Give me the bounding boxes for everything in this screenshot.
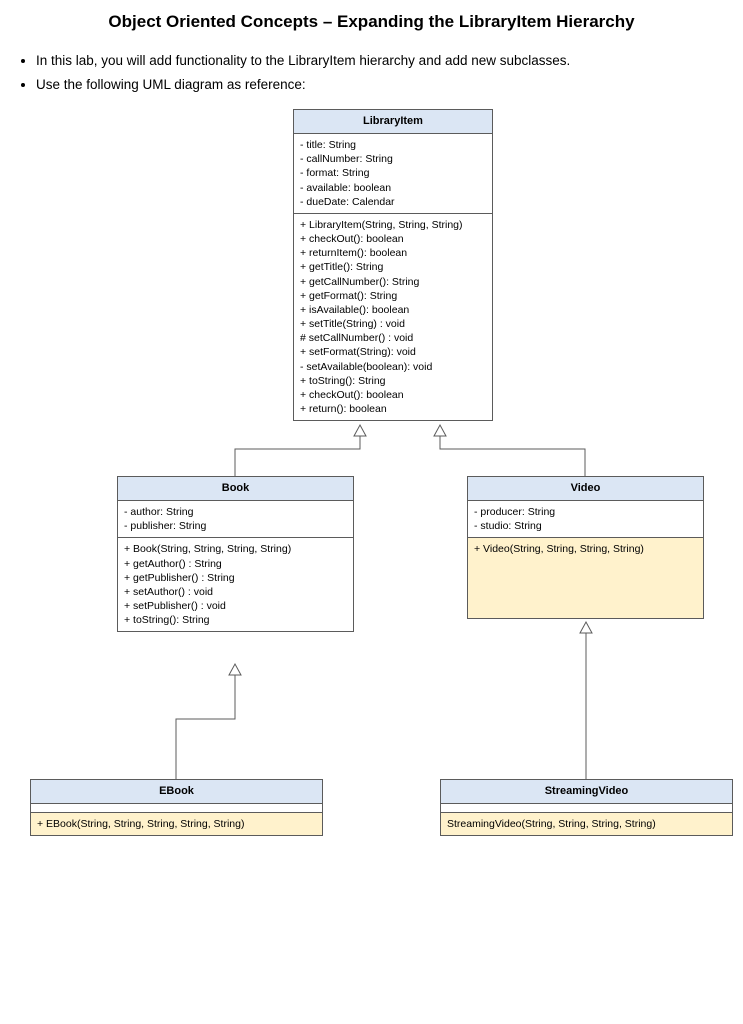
uml-attr: - title: String	[300, 138, 486, 152]
uml-method: + return(): boolean	[300, 402, 486, 416]
uml-method: + LibraryItem(String, String, String)	[300, 218, 486, 232]
uml-method: + getTitle(): String	[300, 260, 486, 274]
uml-attr: - studio: String	[474, 519, 697, 533]
uml-class-video: Video- producer: String- studio: String+…	[467, 476, 704, 619]
uml-inheritance-arrowhead	[434, 425, 446, 436]
uml-class-name: EBook	[31, 780, 322, 804]
uml-methods: + LibraryItem(String, String, String)+ c…	[294, 214, 492, 420]
uml-attr: - available: boolean	[300, 181, 486, 195]
uml-inheritance-arrowhead	[229, 664, 241, 675]
uml-class-name: LibraryItem	[294, 110, 492, 134]
uml-attrs	[441, 804, 732, 813]
uml-inheritance-arrowhead	[354, 425, 366, 436]
uml-diagram: LibraryItem- title: String- callNumber: …	[0, 109, 743, 869]
uml-methods: StreamingVideo(String, String, String, S…	[441, 813, 732, 835]
uml-attr: - author: String	[124, 505, 347, 519]
uml-method: + Book(String, String, String, String)	[124, 542, 347, 556]
uml-attr: - dueDate: Calendar	[300, 195, 486, 209]
uml-attrs	[31, 804, 322, 813]
uml-inheritance-edge	[176, 675, 235, 779]
uml-method: StreamingVideo(String, String, String, S…	[447, 817, 726, 831]
uml-method: + EBook(String, String, String, String, …	[37, 817, 316, 831]
uml-method: + setTitle(String) : void	[300, 317, 486, 331]
uml-method: + getCallNumber(): String	[300, 275, 486, 289]
uml-method: + returnItem(): boolean	[300, 246, 486, 260]
uml-methods: + Video(String, String, String, String)	[468, 538, 703, 618]
uml-class-streamingVideo: StreamingVideo StreamingVideo(String, Str…	[440, 779, 733, 836]
uml-method: + checkOut(): boolean	[300, 388, 486, 402]
uml-method: # setCallNumber() : void	[300, 331, 486, 345]
uml-method: + setPublisher() : void	[124, 599, 347, 613]
uml-method: + checkOut(): boolean	[300, 232, 486, 246]
uml-method: + isAvailable(): boolean	[300, 303, 486, 317]
uml-class-name: Video	[468, 477, 703, 501]
intro-list: In this lab, you will add functionality …	[0, 50, 743, 95]
uml-inheritance-edge	[235, 436, 360, 476]
uml-method: - setAvailable(boolean): void	[300, 360, 486, 374]
uml-attrs: - author: String- publisher: String	[118, 501, 353, 538]
uml-inheritance-arrowhead	[580, 622, 592, 633]
intro-bullet: Use the following UML diagram as referen…	[36, 74, 743, 96]
intro-bullet: In this lab, you will add functionality …	[36, 50, 743, 72]
uml-class-libraryItem: LibraryItem- title: String- callNumber: …	[293, 109, 493, 421]
uml-attr: - format: String	[300, 166, 486, 180]
uml-attr: - callNumber: String	[300, 152, 486, 166]
uml-attrs: - producer: String- studio: String	[468, 501, 703, 538]
uml-attrs: - title: String- callNumber: String- for…	[294, 134, 492, 214]
uml-method: + toString(): String	[300, 374, 486, 388]
uml-method: + toString(): String	[124, 613, 347, 627]
uml-method: + getFormat(): String	[300, 289, 486, 303]
uml-method: + setAuthor() : void	[124, 585, 347, 599]
uml-method: + getAuthor() : String	[124, 557, 347, 571]
uml-attr: - publisher: String	[124, 519, 347, 533]
uml-method: + setFormat(String): void	[300, 345, 486, 359]
uml-method: + getPublisher() : String	[124, 571, 347, 585]
uml-methods: + EBook(String, String, String, String, …	[31, 813, 322, 835]
uml-method: + Video(String, String, String, String)	[474, 542, 697, 556]
uml-methods: + Book(String, String, String, String)+ …	[118, 538, 353, 631]
uml-attr: - producer: String	[474, 505, 697, 519]
uml-class-name: Book	[118, 477, 353, 501]
uml-class-ebook: EBook + EBook(String, String, String, Str…	[30, 779, 323, 836]
uml-class-book: Book- author: String- publisher: String+…	[117, 476, 354, 632]
page-title: Object Oriented Concepts – Expanding the…	[0, 12, 743, 32]
uml-inheritance-edge	[440, 436, 585, 476]
uml-class-name: StreamingVideo	[441, 780, 732, 804]
